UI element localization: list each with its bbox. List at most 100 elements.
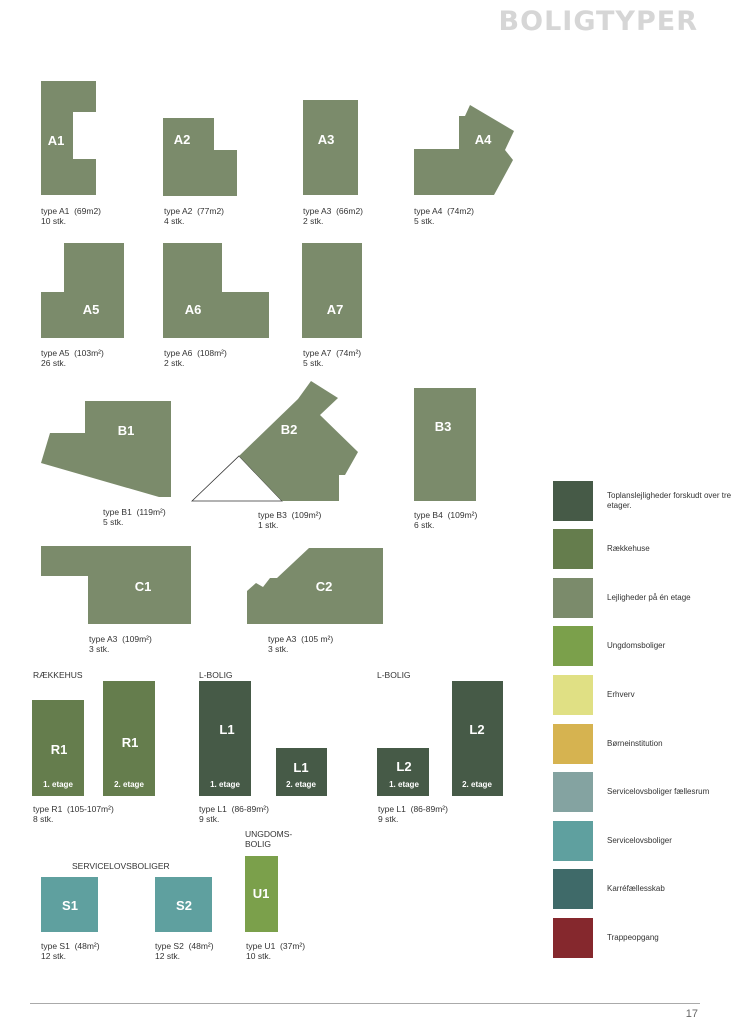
caption-a2-area: (77m2) [197, 206, 225, 216]
plan-a7-shape [302, 243, 362, 338]
caption-a4-area: (74m2) [447, 206, 475, 216]
caption-r1-count: 8 stk. [33, 814, 54, 824]
caption-s2-type: type S2 [155, 941, 184, 951]
caption-s2-count: 12 stk. [155, 951, 181, 961]
caption-a6-count: 2 stk. [164, 358, 185, 368]
caption-a6-type: type A6 [164, 348, 193, 358]
legend-item: Ungdomsboliger [553, 626, 733, 666]
legend-swatch [553, 529, 593, 569]
plan-l2-floor2 [452, 681, 503, 796]
plan-l2-floor1-label: L2 [396, 759, 411, 774]
plan-c2-label: C2 [316, 579, 333, 594]
legend-swatch [553, 724, 593, 764]
plan-u1-label: U1 [253, 886, 270, 901]
caption-b3-count: 6 stk. [414, 520, 435, 530]
caption-a6-area: (108m²) [197, 348, 227, 358]
legend-swatch [553, 578, 593, 618]
caption-c1-count: 3 stk. [89, 644, 110, 654]
caption-l2-count: 9 stk. [378, 814, 399, 824]
plan-r1-floor1 [32, 700, 84, 796]
caption-a6: type A6 (108m²) 2 stk. [164, 348, 227, 368]
caption-s2-area: (48m²) [188, 941, 214, 951]
plan-s2-label: S2 [176, 898, 192, 913]
plan-u1-shape [245, 856, 278, 932]
plan-l2-floor2-etage: 2. etage [462, 780, 492, 789]
legend-label: Erhverv [607, 690, 635, 699]
caption-u1: type U1 (37m²) 10 stk. [246, 941, 305, 961]
caption-b2-area: (109m²) [291, 510, 322, 520]
caption-l2: type L1 (86-89m²) 9 stk. [378, 804, 448, 824]
plan-l1-floor1 [199, 681, 251, 796]
caption-a7-area: (74m²) [336, 348, 362, 358]
caption-a3-area: (66m2) [336, 206, 364, 216]
legend-label: Karréfællesskab [607, 884, 665, 893]
legend-item: Karréfællesskab [553, 869, 733, 909]
caption-r1: type R1 (105-107m²) 8 stk. [33, 804, 114, 824]
caption-a3-type: type A3 [303, 206, 332, 216]
legend-swatch [553, 918, 593, 958]
caption-s1-count: 12 stk. [41, 951, 67, 961]
legend-swatch [553, 675, 593, 715]
plan-a6-label: A6 [185, 302, 202, 317]
plan-l2-floor2-label: L2 [469, 722, 484, 737]
caption-l2-area: (86-89m²) [410, 804, 448, 814]
heading-ungdomsbolig: UNGDOMS- BOLIG [245, 829, 292, 849]
legend-label: Ungdomsboliger [607, 641, 666, 650]
legend-label: Trappeopgang [607, 933, 659, 942]
caption-u1-count: 10 stk. [246, 951, 272, 961]
caption-a3-count: 2 stk. [303, 216, 324, 226]
caption-a5: type A5 (103m²) 26 stk. [41, 348, 104, 368]
caption-c1-area: (109m²) [122, 634, 152, 644]
plan-l2-floor1-etage: 1. etage [389, 780, 419, 789]
caption-b2-type: type B3 [258, 510, 287, 520]
caption-b2: type B3 (109m²) 1 stk. [258, 510, 321, 530]
legend-label: Rækkehuse [607, 544, 650, 553]
caption-a2: type A2 (77m2) 4 stk. [164, 206, 224, 226]
legend-label: Servicelovsboliger fællesrum [607, 787, 710, 796]
legend-label: Børneinstitution [607, 739, 663, 748]
page-number: 17 [685, 1008, 698, 1020]
plan-l1-floor1-etage: 1. etage [210, 780, 240, 789]
plan-l1-floor2-etage: 2. etage [286, 780, 316, 789]
caption-b3-area: (109m²) [447, 510, 478, 520]
caption-l1-type: type L1 [199, 804, 227, 814]
heading-raekkehus: RÆKKEHUS [33, 670, 83, 680]
caption-c1: type A3 (109m²) 3 stk. [89, 634, 152, 654]
caption-a4-type: type A4 [414, 206, 443, 216]
plan-r1-floor1-label: R1 [51, 742, 68, 757]
plan-a5-shape [41, 243, 124, 338]
caption-a4-count: 5 stk. [414, 216, 435, 226]
plan-l1-floor2-label: L1 [293, 760, 308, 775]
caption-a3: type A3 (66m2) 2 stk. [303, 206, 363, 226]
heading-servicelovsboliger: SERVICELOVSBOLIGER [72, 861, 170, 871]
caption-s2: type S2 (48m²) 12 stk. [155, 941, 214, 961]
legend-item: Erhverv [553, 675, 733, 715]
plan-a3-label: A3 [318, 132, 335, 147]
caption-b1-count: 5 stk. [103, 517, 124, 527]
caption-a5-type: type A5 [41, 348, 70, 358]
plan-a5-label: A5 [83, 302, 100, 317]
caption-a1-type: type A1 [41, 206, 70, 216]
legend-item: Servicelovsboliger [553, 821, 733, 861]
legend-swatch [553, 481, 593, 521]
plan-a4-label: A4 [475, 132, 492, 147]
caption-a7-count: 5 stk. [303, 358, 324, 368]
plan-s1-shape [41, 877, 98, 932]
plan-a1-shape [41, 81, 96, 195]
caption-s1-type: type S1 [41, 941, 70, 951]
legend-swatch [553, 626, 593, 666]
legend-item: Børneinstitution [553, 724, 733, 764]
plan-s2-shape [155, 877, 212, 932]
caption-a1: type A1 (69m2) 10 stk. [41, 206, 101, 226]
plan-b3-label: B3 [435, 419, 452, 434]
caption-c2-type: type A3 [268, 634, 297, 644]
caption-l1-count: 9 stk. [199, 814, 220, 824]
legend-label: Servicelovsboliger [607, 836, 672, 845]
caption-b3: type B4 (109m²) 6 stk. [414, 510, 477, 530]
plan-l1-floor1-label: L1 [219, 722, 234, 737]
plan-s1-label: S1 [62, 898, 78, 913]
caption-a5-count: 26 stk. [41, 358, 67, 368]
caption-a1-area: (69m2) [74, 206, 102, 216]
legend-swatch [553, 821, 593, 861]
caption-a4: type A4 (74m2) 5 stk. [414, 206, 474, 226]
